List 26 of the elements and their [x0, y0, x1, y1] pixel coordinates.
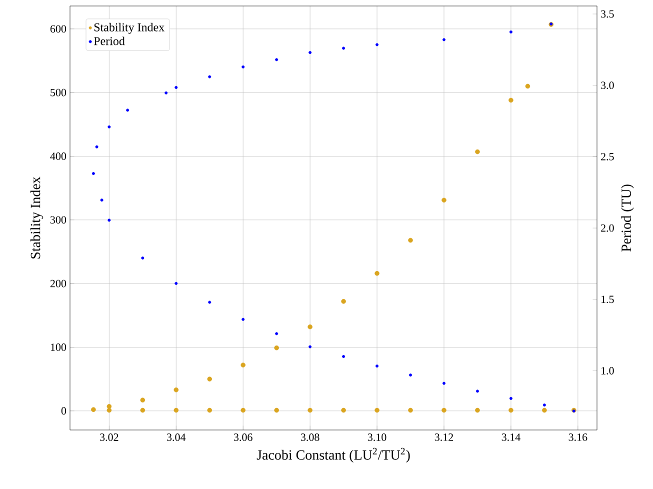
- y2-tick-label: 2.5: [601, 152, 614, 160]
- x-tick-label: 3.12: [434, 434, 454, 441]
- y2-tick-label: 2.0: [601, 224, 614, 232]
- x-tick-label: 3.08: [300, 434, 320, 441]
- y-tick-label: 400: [50, 152, 66, 160]
- x-tick-label: 3.02: [100, 434, 118, 441]
- x-tick-label: 3.04: [167, 434, 186, 441]
- y-tick-label: 100: [50, 344, 66, 351]
- y-tick-label: 300: [50, 216, 66, 224]
- x-tick-label: 3.16: [568, 434, 588, 441]
- y2-tick-label: 3.5: [601, 10, 614, 18]
- x-tick-label: 3.06: [234, 434, 252, 441]
- y-tick-label: 600: [50, 25, 66, 33]
- legend-label: Stability Index: [94, 22, 164, 34]
- y-tick-label: 500: [50, 88, 66, 96]
- x-tick-label: 3.10: [368, 434, 386, 441]
- y-tick-label: 0: [61, 407, 66, 415]
- y2-tick-label: 1.0: [602, 367, 614, 374]
- x-tick-label: 3.14: [502, 434, 520, 441]
- legend-label: Period: [94, 36, 125, 46]
- y-axis-title: Stability Index: [30, 176, 44, 258]
- y2-axis-title: Period (TU): [621, 184, 634, 252]
- y2-tick-label: 1.5: [602, 296, 614, 304]
- x-axis-title: Jacobi Constant (LU$^{2}$/TU$^{2}$): [256, 448, 410, 463]
- y-tick-label: 200: [50, 280, 66, 288]
- y2-tick-label: 3.0: [601, 82, 614, 90]
